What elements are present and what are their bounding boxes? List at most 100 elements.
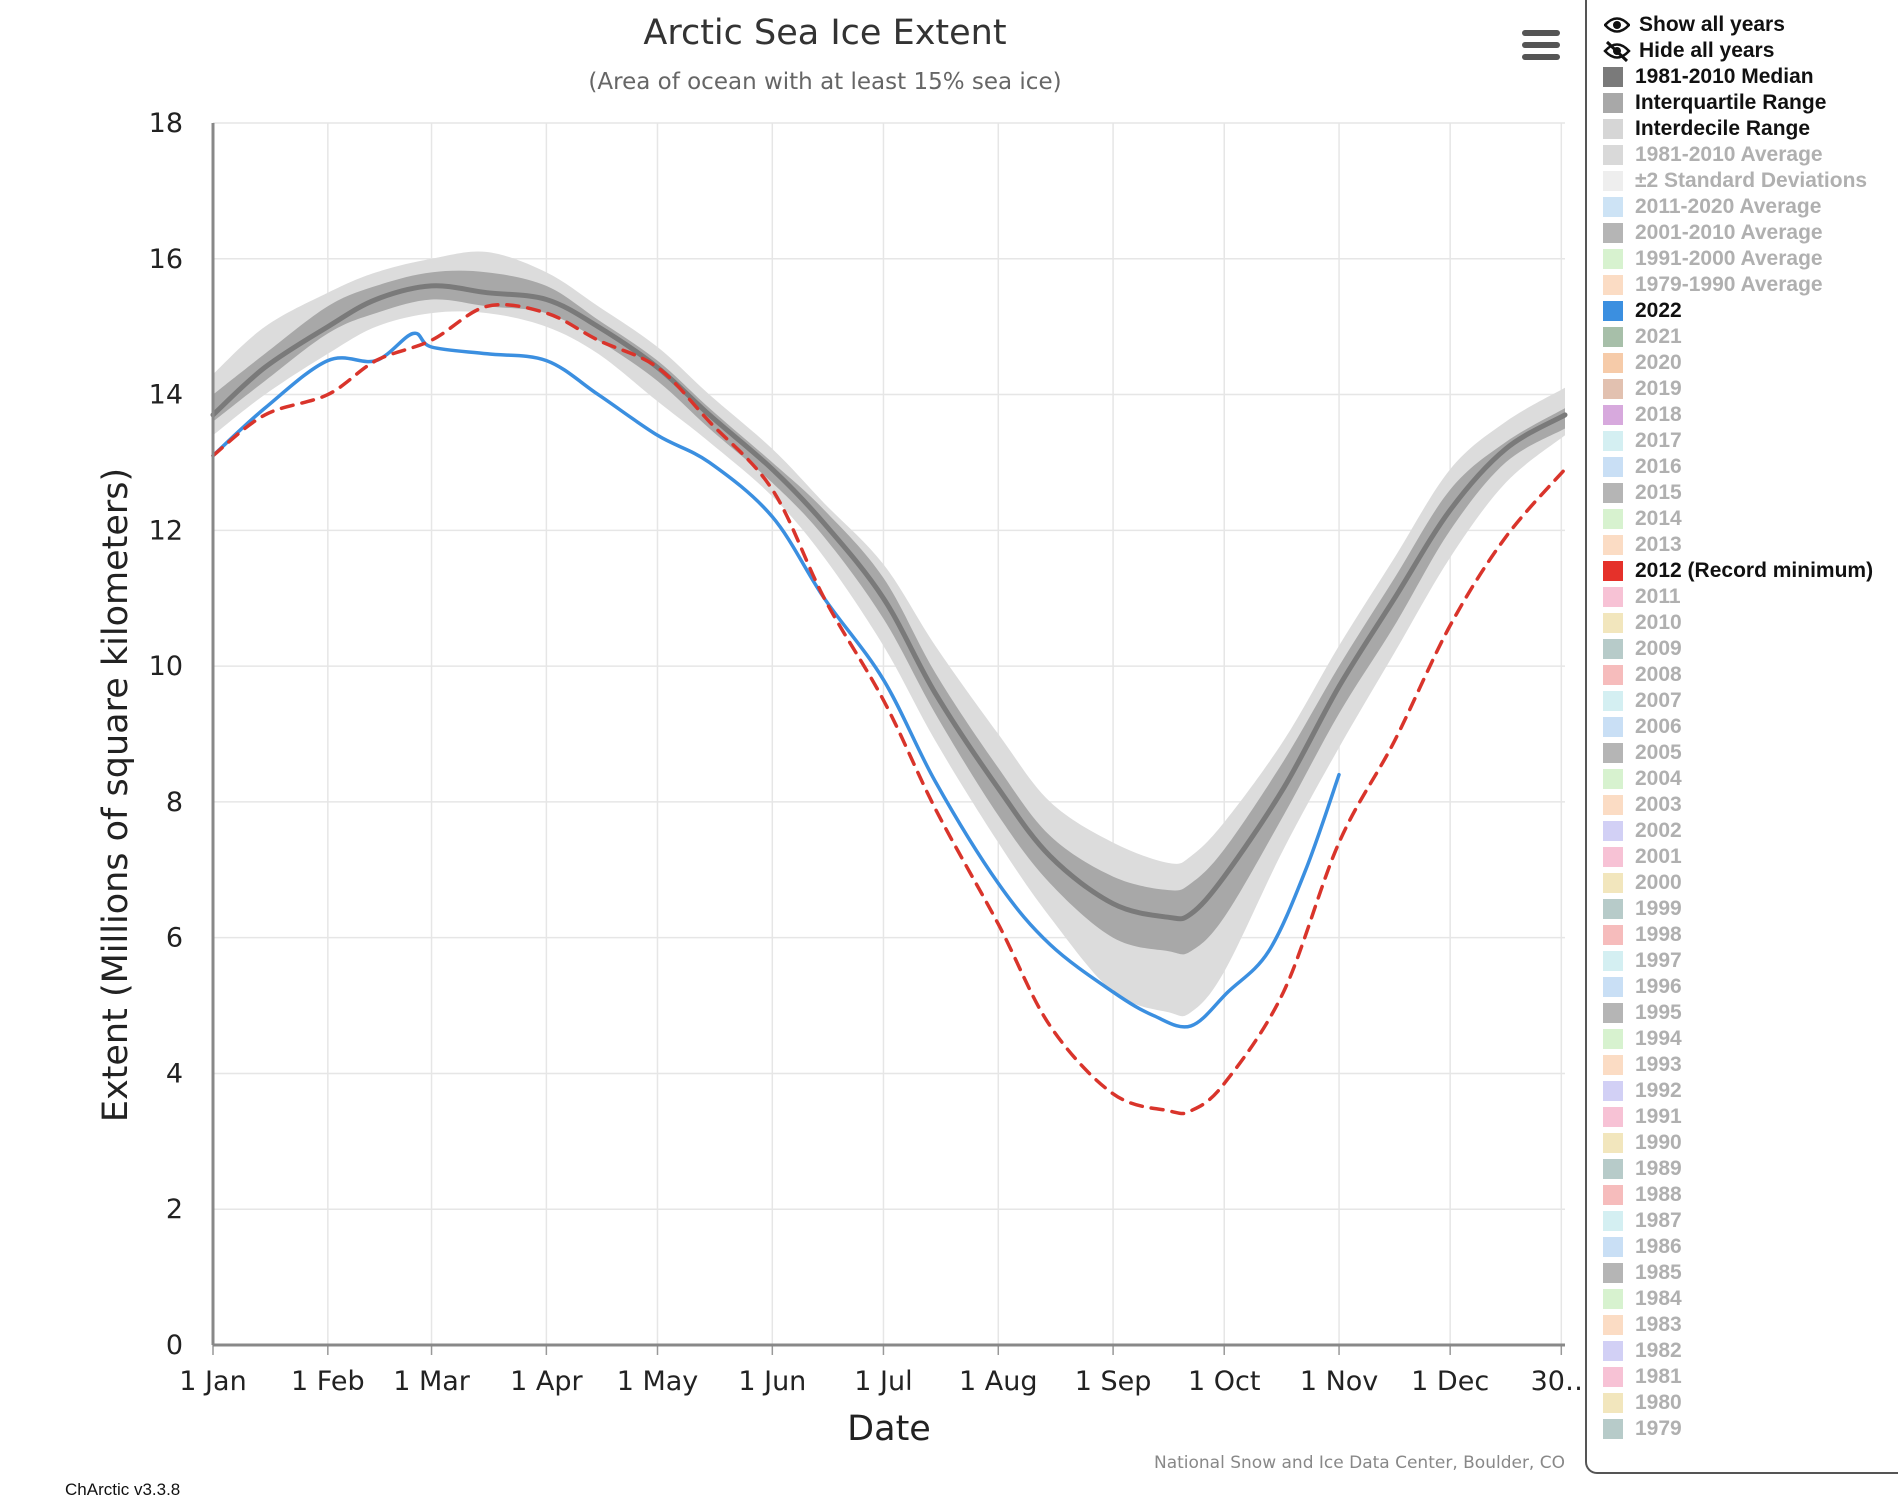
legend-item[interactable]: 1980 — [1603, 1390, 1898, 1416]
legend-item[interactable]: Interquartile Range — [1603, 90, 1898, 116]
legend-item[interactable]: 1982 — [1603, 1338, 1898, 1364]
legend-label: 1995 — [1635, 1001, 1682, 1024]
legend-item[interactable]: 2015 — [1603, 480, 1898, 506]
legend-item[interactable]: 2003 — [1603, 792, 1898, 818]
legend-item[interactable]: 1981-2010 Median — [1603, 64, 1898, 90]
legend-item[interactable]: 1999 — [1603, 896, 1898, 922]
legend-label: 2019 — [1635, 377, 1682, 400]
legend-item[interactable]: 1991-2000 Average — [1603, 246, 1898, 272]
legend-item[interactable]: 1983 — [1603, 1312, 1898, 1338]
legend-item[interactable]: 2009 — [1603, 636, 1898, 662]
legend-swatch — [1603, 535, 1623, 555]
legend-item[interactable]: 1996 — [1603, 974, 1898, 1000]
legend-item[interactable]: 1998 — [1603, 922, 1898, 948]
legend-item[interactable]: 1994 — [1603, 1026, 1898, 1052]
legend-item[interactable]: 2017 — [1603, 428, 1898, 454]
y-tick-label: 18 — [149, 108, 183, 139]
legend-label: 1986 — [1635, 1235, 1682, 1258]
legend-item[interactable]: 2011-2020 Average — [1603, 194, 1898, 220]
legend-label: 2021 — [1635, 325, 1682, 348]
range-band — [213, 251, 1565, 1017]
legend-item[interactable]: 2002 — [1603, 818, 1898, 844]
legend-label: 1981 — [1635, 1365, 1682, 1388]
legend-swatch — [1603, 925, 1623, 945]
legend-swatch — [1603, 1393, 1623, 1413]
legend-item[interactable]: 2006 — [1603, 714, 1898, 740]
legend-label: 1982 — [1635, 1339, 1682, 1362]
legend-label: 1981-2010 Median — [1635, 65, 1814, 88]
legend-item[interactable]: 1981-2010 Average — [1603, 142, 1898, 168]
legend-swatch — [1603, 93, 1623, 113]
legend-label: 2010 — [1635, 611, 1682, 634]
legend-item[interactable]: 2012 (Record minimum) — [1603, 558, 1898, 584]
legend-item[interactable]: 2019 — [1603, 376, 1898, 402]
chart-menu-button[interactable] — [1516, 22, 1566, 62]
legend-item[interactable]: 1995 — [1603, 1000, 1898, 1026]
legend-item[interactable]: 2001-2010 Average — [1603, 220, 1898, 246]
legend-item[interactable]: 1979-1990 Average — [1603, 272, 1898, 298]
x-tick-label: 30… — [1531, 1366, 1580, 1397]
legend-item[interactable]: 2011 — [1603, 584, 1898, 610]
legend-swatch — [1603, 665, 1623, 685]
legend-swatch — [1603, 405, 1623, 425]
legend-item[interactable]: 1988 — [1603, 1182, 1898, 1208]
legend-item[interactable]: 1987 — [1603, 1208, 1898, 1234]
y-tick-label: 8 — [166, 787, 183, 818]
legend-item[interactable]: 1997 — [1603, 948, 1898, 974]
y-tick-label: 6 — [166, 923, 183, 954]
legend-item[interactable]: 1986 — [1603, 1234, 1898, 1260]
legend-swatch — [1603, 587, 1623, 607]
x-tick-label: 1 Apr — [510, 1366, 583, 1397]
legend-swatch — [1603, 249, 1623, 269]
legend-swatch — [1603, 1185, 1623, 1205]
legend-label: 2011 — [1635, 585, 1681, 608]
legend-item[interactable]: 1979 — [1603, 1416, 1898, 1442]
legend-item[interactable]: 1993 — [1603, 1052, 1898, 1078]
y-tick-label: 2 — [166, 1194, 183, 1225]
legend-label: 1980 — [1635, 1391, 1682, 1414]
show-all-years-label: Show all years — [1639, 13, 1785, 36]
hide-all-years-button[interactable]: Hide all years — [1603, 38, 1898, 64]
legend-label: 1985 — [1635, 1261, 1682, 1284]
legend-item[interactable]: 1991 — [1603, 1104, 1898, 1130]
legend-item[interactable]: 1990 — [1603, 1130, 1898, 1156]
legend-item[interactable]: 2016 — [1603, 454, 1898, 480]
y-tick-label: 0 — [166, 1330, 183, 1361]
x-tick-label: 1 May — [617, 1366, 699, 1397]
legend-item[interactable]: 2013 — [1603, 532, 1898, 558]
x-tick-label: 1 Oct — [1188, 1366, 1260, 1397]
legend-item[interactable]: 2001 — [1603, 844, 1898, 870]
legend-item[interactable]: ±2 Standard Deviations — [1603, 168, 1898, 194]
x-tick-label: 1 Feb — [291, 1366, 365, 1397]
legend-label: 2006 — [1635, 715, 1682, 738]
legend-swatch — [1603, 379, 1623, 399]
legend-item[interactable]: 2018 — [1603, 402, 1898, 428]
legend-item[interactable]: 2008 — [1603, 662, 1898, 688]
legend-item[interactable]: 2004 — [1603, 766, 1898, 792]
legend-item[interactable]: 1984 — [1603, 1286, 1898, 1312]
legend-label: 1992 — [1635, 1079, 1682, 1102]
show-all-years-button[interactable]: Show all years — [1603, 12, 1898, 38]
legend-item[interactable]: 2005 — [1603, 740, 1898, 766]
legend-item[interactable]: 2010 — [1603, 610, 1898, 636]
legend-item[interactable]: Interdecile Range — [1603, 116, 1898, 142]
legend-label: 2003 — [1635, 793, 1682, 816]
legend-item[interactable]: 2021 — [1603, 324, 1898, 350]
legend-label: 2012 (Record minimum) — [1635, 559, 1874, 582]
legend-item[interactable]: 2000 — [1603, 870, 1898, 896]
legend-swatch — [1603, 1133, 1623, 1153]
legend-label: 2013 — [1635, 533, 1682, 556]
legend-item[interactable]: 2007 — [1603, 688, 1898, 714]
legend-item[interactable]: 2022 — [1603, 298, 1898, 324]
legend-label: 2022 — [1635, 299, 1682, 322]
legend-item[interactable]: 1989 — [1603, 1156, 1898, 1182]
legend-swatch — [1603, 509, 1623, 529]
legend-label: ±2 Standard Deviations — [1635, 169, 1868, 192]
x-tick-label: 1 Sep — [1075, 1366, 1152, 1397]
legend-item[interactable]: 1985 — [1603, 1260, 1898, 1286]
legend-swatch — [1603, 1003, 1623, 1023]
legend-item[interactable]: 2014 — [1603, 506, 1898, 532]
legend-item[interactable]: 1992 — [1603, 1078, 1898, 1104]
legend-item[interactable]: 2020 — [1603, 350, 1898, 376]
legend-item[interactable]: 1981 — [1603, 1364, 1898, 1390]
